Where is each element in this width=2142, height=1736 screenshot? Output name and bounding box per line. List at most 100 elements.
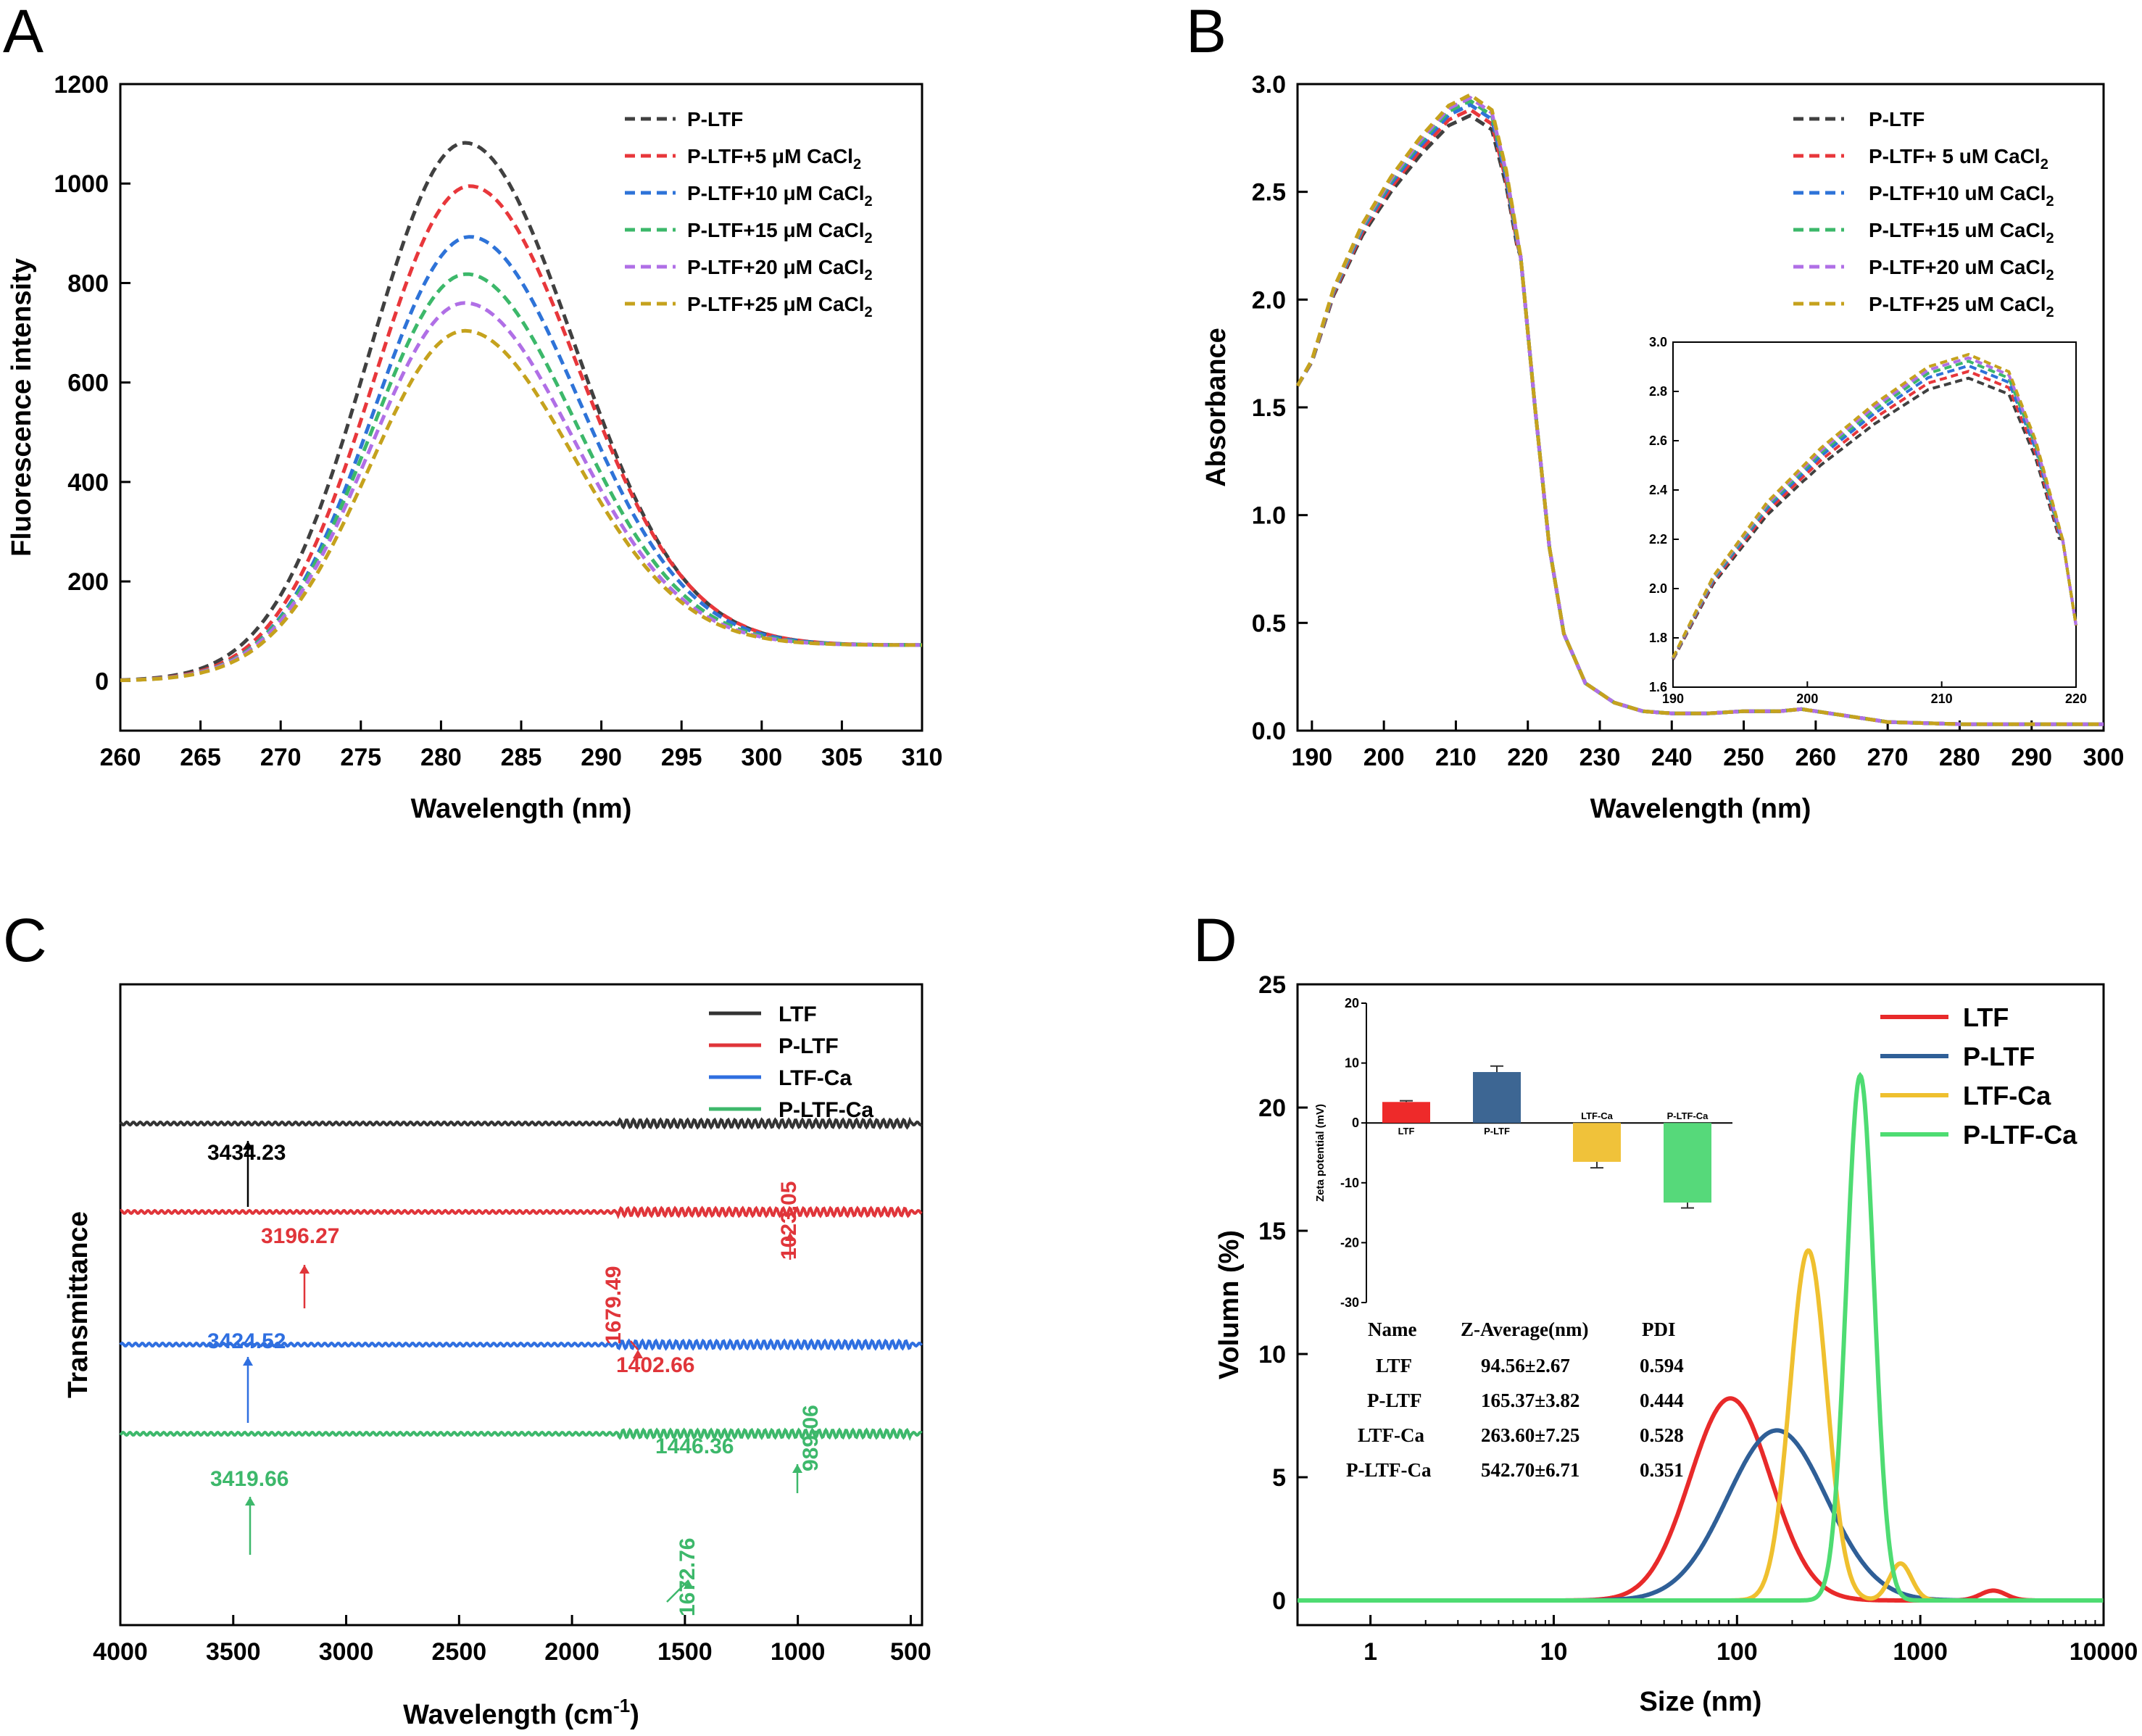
legend-entry-subscript: 2	[2046, 267, 2054, 283]
annotation-arrowhead	[684, 1580, 694, 1589]
legend-entry: P-LTF+ 5 uM CaCl2	[1869, 145, 2048, 173]
inset-y-tick-label: 1.6	[1649, 680, 1667, 694]
series-line	[1298, 1071, 2104, 1603]
inset-x-tick-label: 200	[1796, 692, 1818, 706]
panel-c-ftir-chart: 4000 3500 3000 2500 2000 1500 1000 500 Wavelengt…	[63, 983, 931, 1730]
x-tick-label: 230	[1579, 744, 1621, 771]
plot-frame	[119, 83, 923, 732]
x-tick-label: 285	[501, 744, 542, 771]
annotation-arrow	[630, 1340, 639, 1350]
y-tick-label: 600	[67, 370, 109, 397]
panel-b-absorbance-chart: 190 200 210 220 230 240 250 260 270 280 290 300 0.0 0…	[1201, 71, 2124, 824]
inset-bar-label: LTF	[1398, 1126, 1415, 1137]
series-line	[120, 1205, 923, 1220]
inset-bar	[1382, 1102, 1430, 1124]
legend-entry: LTF-Ca	[1963, 1081, 2051, 1110]
annotation-arrowhead	[243, 1357, 253, 1366]
annotation-arrowhead	[792, 1464, 802, 1473]
legend-entry-name: P-LTF+20 uM CaCl	[1869, 256, 2046, 278]
x-tick-label: 10000	[2070, 1638, 2138, 1666]
x-tick-label: 2000	[544, 1638, 599, 1666]
inset-y-tick-label: 3.0	[1649, 335, 1667, 349]
y-tick-label: 0.0	[1252, 718, 1286, 745]
series-line	[1295, 93, 2104, 726]
inset-y-tick-label: 2.8	[1649, 384, 1667, 399]
annotation-arrowhead	[785, 1232, 795, 1241]
annotation-arrowhead	[633, 1350, 643, 1358]
table-cell: 542.70±6.71	[1481, 1459, 1579, 1481]
series-line	[120, 328, 923, 683]
legend-entry: LTF-Ca	[779, 1066, 852, 1090]
table-cell: 0.528	[1640, 1424, 1684, 1446]
y-tick-label: 800	[67, 270, 109, 297]
legend-entry: P-LTF+5 μM CaCl2	[687, 145, 861, 173]
legend-entry: P-LTF-Ca	[779, 1098, 873, 1122]
inset-y-tick-label: 2.2	[1649, 532, 1667, 547]
legend-entry-name: P-LTF+10 μM CaCl	[687, 182, 865, 204]
y-tick-label: 400	[67, 469, 109, 497]
table-cell: 94.56±2.67	[1481, 1355, 1570, 1376]
y-tick-label: 1.5	[1252, 394, 1286, 422]
panel-label-a: A	[3, 0, 43, 65]
x-tick-label: 500	[890, 1638, 931, 1666]
y-tick-label: 0	[1272, 1587, 1286, 1615]
legend-entry: P-LTF	[687, 108, 743, 130]
legend-entry-subscript: 2	[865, 194, 873, 209]
annotation-label: 3434.23	[207, 1141, 286, 1165]
legend-entry: P-LTF+25 μM CaCl2	[687, 293, 873, 320]
legend-entry: P-LTF+20 μM CaCl2	[687, 256, 873, 283]
x-tick-label: 240	[1651, 744, 1693, 771]
inset-x-tick-label: 220	[2065, 692, 2087, 706]
y-tick-label: 1200	[54, 71, 109, 99]
inset-y-tick-label: 0	[1352, 1116, 1359, 1130]
legend-entry: P-LTF-Ca	[1963, 1120, 2077, 1150]
table-cell: LTF-Ca	[1358, 1424, 1425, 1446]
inset-series-line	[1672, 352, 2077, 659]
y-tick-label: 10	[1258, 1341, 1286, 1369]
y-tick-label: 1.0	[1252, 502, 1286, 530]
series-line	[120, 272, 922, 682]
y-axis-label: Volumn (%)	[1214, 1230, 1245, 1379]
annotation-arrowhead	[243, 1141, 253, 1150]
legend-entry-name: P-LTF+ 5 uM CaCl	[1869, 145, 2041, 167]
y-axis-label: Absorbance	[1201, 328, 1232, 487]
legend-entry: P-LTF	[1869, 108, 1925, 130]
x-tick-label: 300	[2083, 744, 2125, 771]
legend-entry: LTF	[1963, 1002, 2009, 1032]
x-tick-label: 3500	[206, 1638, 261, 1666]
x-tick-label: 100	[1716, 1638, 1758, 1666]
legend-entry-name: P-LTF+15 uM CaCl	[1869, 219, 2046, 241]
inset-frame	[1672, 341, 2077, 688]
y-tick-label: 15	[1258, 1218, 1286, 1245]
legend-entry-subscript: 2	[865, 267, 873, 283]
panel-a-fluorescence-chart: 260 265 270 275 280 285 290 295 300 305 310 0 200 400…	[7, 71, 942, 824]
annotation-label: 3424.52	[207, 1329, 286, 1353]
x-axis-label: Wavelength (nm)	[1590, 794, 1811, 824]
y-tick-label: 2.0	[1252, 286, 1286, 314]
x-tick-label: 270	[1867, 744, 1909, 771]
table-cell: 0.351	[1640, 1459, 1684, 1481]
inset-bar	[1664, 1123, 1711, 1203]
table-header: Name	[1368, 1318, 1416, 1340]
inset-x-tick-label: 190	[1662, 692, 1684, 706]
x-tick-label: 220	[1507, 744, 1548, 771]
legend-entry: P-LTF	[779, 1034, 839, 1058]
y-axis-label: Transmittance	[63, 1211, 94, 1398]
table-cell: P-LTF	[1367, 1390, 1422, 1411]
inset-bar-label: P-LTF	[1484, 1126, 1510, 1137]
x-axis-label: Wavelength (cm-1)	[403, 1695, 639, 1730]
inset-y-tick-label: -10	[1340, 1176, 1359, 1190]
inset-bar-label: LTF-Ca	[1581, 1110, 1614, 1121]
inset-y-tick-label: 10	[1345, 1056, 1359, 1071]
y-tick-label: 20	[1258, 1095, 1286, 1122]
legend-entry-subscript: 2	[2046, 304, 2054, 320]
legend-entry-name: P-LTF+25 uM CaCl	[1869, 293, 2046, 315]
table-cell: 165.37±3.82	[1481, 1390, 1579, 1411]
panel-label-d: D	[1193, 906, 1237, 974]
x-axis-label-part: -1	[613, 1695, 630, 1716]
inset-y-tick-label: 2.0	[1649, 581, 1667, 596]
legend-entry-name: P-LTF	[687, 108, 743, 130]
table-header: Z-Average(nm)	[1461, 1318, 1588, 1340]
series-line	[1298, 1428, 2104, 1603]
